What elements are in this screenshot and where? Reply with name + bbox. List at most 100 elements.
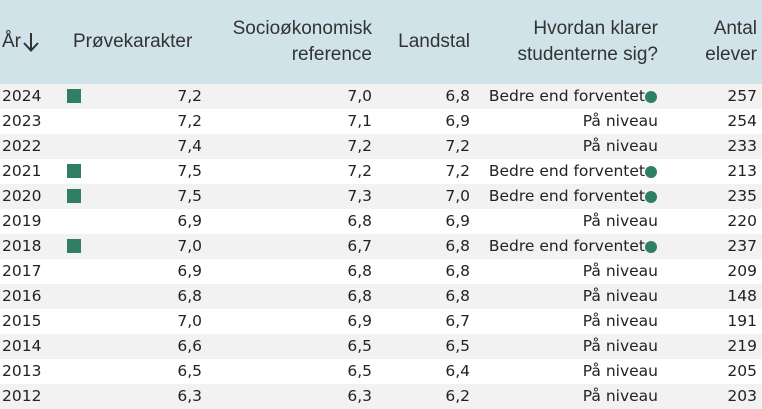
table-row: 2013 6,5 6,5 6,4 På niveau 205 [0,359,762,384]
student-count-cell: 205 [727,362,757,380]
status-cell: På niveau [582,362,658,380]
significance-square-icon [67,189,81,203]
socioeconomic-cell: 6,5 [347,362,372,380]
table-row: 2017 6,9 6,8 6,8 På niveau 209 [0,259,762,284]
column-header-performance[interactable]: Hvordan klarer studenterne sig? [458,16,659,68]
table-row: 2018 7,0 6,7 6,8 Bedre end forventet 237 [0,234,762,259]
student-count-cell: 203 [727,387,757,405]
student-count-cell: 257 [727,87,757,105]
year-cell: 2013 [2,362,42,380]
score-cell: 6,5 [177,362,202,380]
column-header-year[interactable]: År [2,29,39,55]
socioeconomic-cell: 6,9 [347,312,372,330]
socioeconomic-cell: 6,8 [347,262,372,280]
socioeconomic-cell: 7,0 [347,87,372,105]
student-count-cell: 191 [727,312,757,330]
better-than-expected-dot-icon [645,191,657,203]
national-cell: 6,9 [445,112,470,130]
year-cell: 2019 [2,212,42,230]
national-cell: 7,0 [445,187,470,205]
national-cell: 7,2 [445,137,470,155]
student-count-cell: 209 [727,262,757,280]
national-cell: 6,8 [445,287,470,305]
table-row: 2020 7,5 7,3 7,0 Bedre end forventet 235 [0,184,762,209]
year-cell: 2017 [2,262,42,280]
student-count-cell: 213 [727,162,757,180]
socioeconomic-cell: 6,3 [347,387,372,405]
year-cell: 2018 [2,237,42,255]
performance-header-line2: studenterne sig? [517,44,659,65]
national-cell: 7,2 [445,162,470,180]
score-cell: 7,2 [177,87,202,105]
table-row: 2012 6,3 6,3 6,2 På niveau 203 [0,384,762,409]
performance-header-line1: Hvordan klarer [533,18,658,39]
national-cell: 6,8 [445,87,470,105]
score-cell: 7,0 [177,237,202,255]
year-cell: 2012 [2,387,42,405]
significance-square-icon [67,89,81,103]
table-body: 2024 7,2 7,0 6,8 Bedre end forventet 257 2023 7… [0,84,762,409]
better-than-expected-dot-icon [645,91,657,103]
table-row: 2022 7,4 7,2 7,2 På niveau 233 [0,134,762,159]
score-cell: 6,8 [177,287,202,305]
socioeconomic-cell: 7,1 [347,112,372,130]
score-cell: 7,4 [177,137,202,155]
national-cell: 6,8 [445,237,470,255]
score-cell: 6,3 [177,387,202,405]
status-cell: På niveau [582,337,658,355]
count-header-line2: elever [705,44,757,65]
column-header-score[interactable]: Prøvekarakter [73,29,192,55]
count-header-line1: Antal [713,18,757,39]
socio-header-line1: Socioøkonomisk [232,18,372,39]
status-cell: Bedre end forventet [488,237,645,255]
score-cell: 7,5 [177,162,202,180]
significance-square-icon [67,164,81,178]
year-cell: 2014 [2,337,42,355]
year-cell: 2016 [2,287,42,305]
socioeconomic-cell: 6,7 [347,237,372,255]
table-row: 2023 7,2 7,1 6,9 På niveau 254 [0,109,762,134]
status-cell: På niveau [582,212,658,230]
student-count-cell: 219 [727,337,757,355]
socioeconomic-cell: 7,2 [347,162,372,180]
status-cell: Bedre end forventet [488,162,645,180]
national-cell: 6,8 [445,262,470,280]
table-row: 2016 6,8 6,8 6,8 På niveau 148 [0,284,762,309]
student-count-cell: 237 [727,237,757,255]
sort-descending-arrow-icon [23,33,39,52]
table-row: 2021 7,5 7,2 7,2 Bedre end forventet 213 [0,159,762,184]
table-header: År Prøvekarakter Socioøkonomisk referenc… [0,0,762,84]
socioeconomic-cell: 7,3 [347,187,372,205]
table-row: 2024 7,2 7,0 6,8 Bedre end forventet 257 [0,84,762,109]
status-cell: Bedre end forventet [488,87,645,105]
socioeconomic-cell: 6,5 [347,337,372,355]
column-header-student-count[interactable]: Antal elever [677,16,757,68]
status-cell: Bedre end forventet [488,187,645,205]
better-than-expected-dot-icon [645,166,657,178]
score-cell: 7,5 [177,187,202,205]
national-cell: 6,9 [445,212,470,230]
status-cell: På niveau [582,137,658,155]
student-count-cell: 254 [727,112,757,130]
year-cell: 2015 [2,312,42,330]
national-cell: 6,4 [445,362,470,380]
status-cell: På niveau [582,262,658,280]
score-header-label: Prøvekarakter [73,31,193,52]
year-cell: 2020 [2,187,42,205]
score-cell: 6,6 [177,337,202,355]
status-cell: På niveau [582,112,658,130]
national-cell: 6,7 [445,312,470,330]
column-header-socioeconomic[interactable]: Socioøkonomisk reference [172,16,372,68]
score-cell: 7,2 [177,112,202,130]
year-cell: 2022 [2,137,42,155]
better-than-expected-dot-icon [645,241,657,253]
national-cell: 6,5 [445,337,470,355]
year-cell: 2023 [2,112,42,130]
column-header-national[interactable]: Landstal [370,29,470,55]
status-cell: På niveau [582,287,658,305]
national-cell: 6,2 [445,387,470,405]
status-cell: På niveau [582,387,658,405]
status-cell: På niveau [582,312,658,330]
score-cell: 6,9 [177,262,202,280]
